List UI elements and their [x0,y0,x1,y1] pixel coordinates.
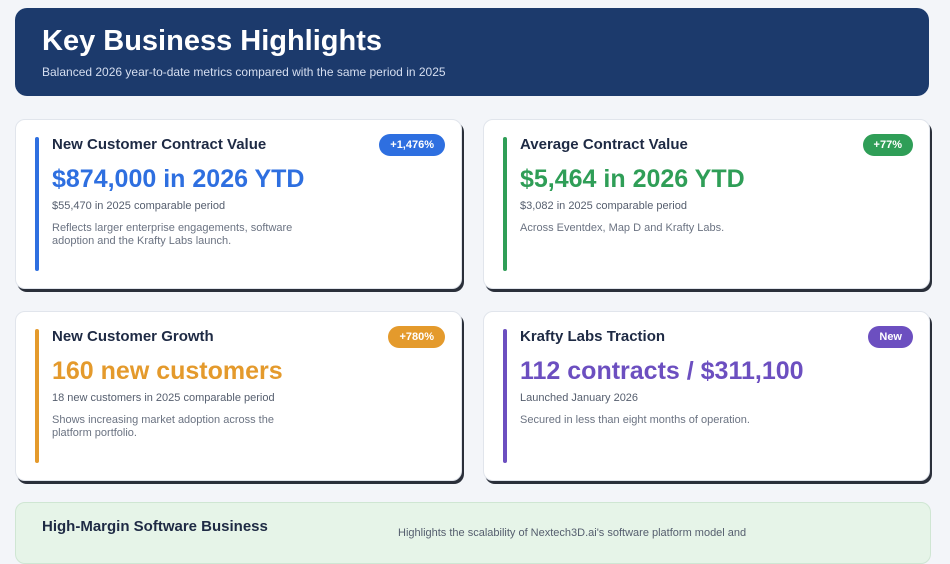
accent-bar [503,329,507,463]
accent-bar [35,137,39,271]
accent-bar [35,329,39,463]
footer-description: Highlights the scalability of Nextech3D.… [398,527,747,539]
title: Key Business Highlights [42,25,383,57]
badge: +780% [388,326,445,348]
description: Across Eventdex, Map D and Krafty Labs. [520,222,725,234]
accent-bar [503,137,507,271]
footer-title: High-Margin Software Business [42,518,268,535]
page: Key Business Highlights Balanced 2026 ye… [15,8,931,564]
description: Shows increasing market adoption across … [52,414,274,439]
description: Reflects larger enterprise engagements, … [52,222,293,247]
description: Secured in less than eight months of ope… [520,414,750,426]
badge: +77% [862,134,913,156]
card: New Customer Growth +780% 160 new custom… [15,311,462,481]
metric-value: $5,464 in 2026 YTD [520,165,745,193]
metric-value: $874,000 in 2026 YTD [52,165,305,193]
card-title: New Customer Growth [52,328,214,345]
card: Average Contract Value +77% $5,464 in 20… [483,119,930,289]
card-title: New Customer Contract Value [52,136,267,153]
metric-value: 160 new customers [52,357,283,385]
comparison: Launched January 2026 [520,392,639,404]
card-title: Average Contract Value [520,136,688,153]
footer: High-Margin Software Business Highlights… [15,502,931,564]
header: Key Business Highlights Balanced 2026 ye… [15,8,929,96]
badge: +1,476% [379,134,445,156]
card: New Customer Contract Value +1,476% $874… [15,119,462,289]
comparison: 18 new customers in 2025 comparable peri… [52,392,275,404]
card-title: Krafty Labs Traction [520,328,666,345]
metric-value: 112 contracts / $311,100 [520,357,804,385]
subtitle: Balanced 2026 year-to-date metrics compa… [42,65,446,79]
card: Krafty Labs Traction New 112 contracts /… [483,311,930,481]
comparison: $55,470 in 2025 comparable period [52,200,226,212]
badge: New [868,326,913,348]
comparison: $3,082 in 2025 comparable period [520,200,687,212]
